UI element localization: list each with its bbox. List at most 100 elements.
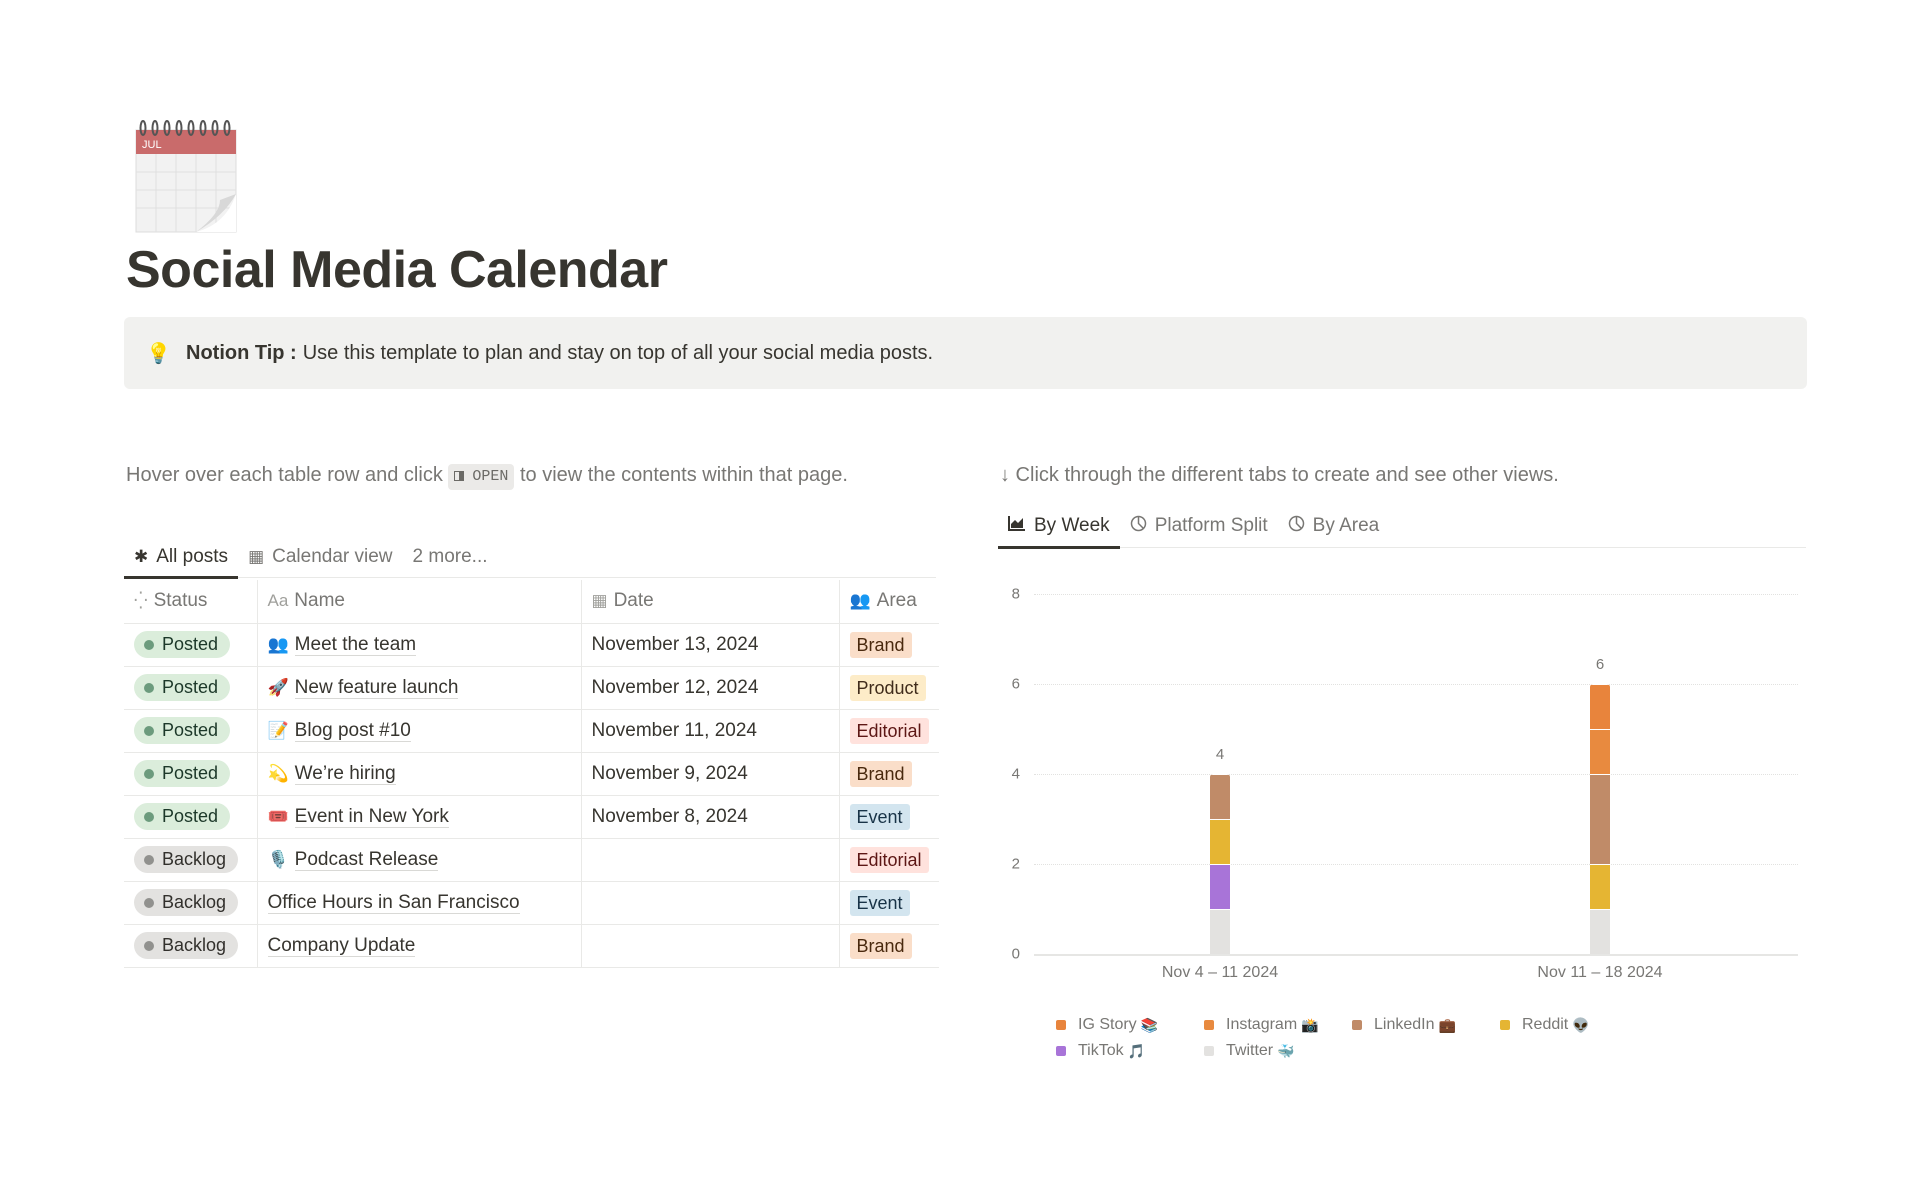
bar-segment[interactable] bbox=[1590, 864, 1610, 909]
stacked-bar-chart: 0 2 4 6 8 4 Nov 4 – 11 2024 6 Nov 11 – 18 2024 bbox=[998, 570, 1808, 990]
tab-platform-split[interactable]: Platform Split bbox=[1120, 504, 1278, 548]
notion-tip-callout: 💡 Notion Tip : Use this template to plan… bbox=[124, 317, 1807, 389]
tab-label: All posts bbox=[156, 545, 229, 567]
date-cell[interactable]: November 11, 2024 bbox=[580, 709, 839, 753]
bar-segment[interactable] bbox=[1210, 909, 1230, 954]
name-cell[interactable]: 📝 Blog post #10 bbox=[256, 709, 581, 753]
status-cell[interactable]: Posted bbox=[124, 752, 257, 796]
table-row[interactable]: Posted 💫 We’re hiring November 9, 2024 Brand bbox=[124, 752, 939, 796]
page-link[interactable]: Company Update bbox=[267, 934, 416, 957]
bar-segment[interactable] bbox=[1590, 909, 1610, 954]
tab-label: Platform Split bbox=[1154, 514, 1268, 536]
status-cell[interactable]: Posted bbox=[124, 709, 257, 753]
page-link[interactable]: New feature launch bbox=[294, 676, 459, 699]
date-cell[interactable]: November 8, 2024 bbox=[580, 795, 839, 839]
status-cell[interactable]: Backlog bbox=[124, 881, 257, 925]
name-cell[interactable]: 👥 Meet the team bbox=[256, 623, 581, 667]
date-cell[interactable]: November 13, 2024 bbox=[580, 623, 839, 667]
table-row[interactable]: Posted 👥 Meet the team November 13, 2024 Bra… bbox=[124, 623, 939, 667]
column-header-name[interactable]: Aa Name bbox=[256, 580, 581, 624]
status-cell[interactable]: Posted bbox=[124, 795, 257, 839]
name-cell[interactable]: 🎟️ Event in New York bbox=[256, 795, 581, 839]
legend-item[interactable]: Reddit 👽 bbox=[1500, 1014, 1648, 1036]
table-row[interactable]: Backlog Company Update Brand bbox=[124, 924, 939, 968]
bar-segment[interactable] bbox=[1210, 864, 1230, 909]
legend-item[interactable]: Twitter 🐳 bbox=[1204, 1040, 1352, 1062]
bar-segment[interactable] bbox=[1590, 729, 1610, 774]
date-cell[interactable]: November 9, 2024 bbox=[580, 752, 839, 796]
legend-item[interactable]: TikTok 🎵 bbox=[1056, 1040, 1204, 1062]
legend-swatch bbox=[1056, 1020, 1066, 1030]
status-label: Backlog bbox=[162, 892, 227, 912]
stacked-bar[interactable] bbox=[1210, 774, 1230, 954]
legend-item[interactable]: IG Story 📚 bbox=[1056, 1014, 1204, 1036]
area-cell[interactable]: Brand bbox=[838, 623, 939, 667]
posts-table: ⁛ Status Aa Name ▦ Date 👥 Area Posted 👥 Meet t… bbox=[124, 580, 939, 968]
page-link[interactable]: Meet the team bbox=[294, 633, 417, 656]
platform-emoji-icon: 👽 bbox=[1572, 1016, 1590, 1033]
asterisk-icon: ✱ bbox=[134, 546, 149, 566]
area-cell[interactable]: Editorial bbox=[838, 838, 939, 882]
tab-by-week[interactable]: By Week bbox=[998, 504, 1120, 549]
area-tag: Brand bbox=[849, 631, 912, 658]
date-cell[interactable]: November 12, 2024 bbox=[580, 666, 839, 710]
platform-emoji-icon: 🐳 bbox=[1277, 1042, 1295, 1059]
area-cell[interactable]: Brand bbox=[838, 752, 939, 796]
callout-text: Use this template to plan and stay on to… bbox=[302, 341, 934, 364]
legend-swatch bbox=[1500, 1020, 1510, 1030]
area-cell[interactable]: Event bbox=[838, 795, 939, 839]
status-cell[interactable]: Backlog bbox=[124, 838, 257, 882]
bar-segment[interactable] bbox=[1590, 774, 1610, 864]
date-cell[interactable] bbox=[580, 881, 839, 925]
pie-chart-icon bbox=[1130, 515, 1147, 537]
hint-text-after: to view the contents within that page. bbox=[519, 464, 848, 486]
status-cell[interactable]: Backlog bbox=[124, 924, 257, 968]
more-views-button[interactable]: 2 more... bbox=[403, 536, 498, 578]
bar-segment[interactable] bbox=[1210, 819, 1230, 864]
legend-item[interactable]: Instagram 📸 bbox=[1204, 1014, 1352, 1036]
tab-all-posts[interactable]: ✱ All posts bbox=[124, 536, 239, 579]
date-cell[interactable] bbox=[580, 924, 839, 968]
area-cell[interactable]: Editorial bbox=[838, 709, 939, 753]
page-link[interactable]: Office Hours in San Francisco bbox=[267, 891, 520, 914]
legend-item[interactable]: LinkedIn 💼 bbox=[1352, 1014, 1500, 1036]
column-header-area[interactable]: 👥 Area bbox=[838, 580, 939, 624]
bar-segment[interactable] bbox=[1210, 774, 1230, 819]
table-row[interactable]: Posted 📝 Blog post #10 November 11, 2024 Edi… bbox=[124, 709, 939, 753]
name-cell[interactable]: 💫 We’re hiring bbox=[256, 752, 581, 796]
page-link[interactable]: Event in New York bbox=[294, 805, 449, 828]
date-cell[interactable] bbox=[580, 838, 839, 882]
area-cell[interactable]: Product bbox=[838, 666, 939, 710]
area-cell[interactable]: Event bbox=[838, 881, 939, 925]
y-axis-tick: 4 bbox=[1011, 765, 1020, 783]
calendar-icon[interactable]: JUL bbox=[134, 116, 238, 234]
name-cell[interactable]: 🚀 New feature launch bbox=[256, 666, 581, 710]
page-link[interactable]: We’re hiring bbox=[294, 762, 396, 785]
page-link[interactable]: Blog post #10 bbox=[294, 719, 411, 742]
stacked-bar[interactable] bbox=[1590, 684, 1610, 954]
page-link[interactable]: Podcast Release bbox=[294, 848, 439, 871]
open-chip-label: OPEN bbox=[472, 468, 509, 485]
name-cell[interactable]: 🎙️ Podcast Release bbox=[256, 838, 581, 882]
tab-by-area[interactable]: By Area bbox=[1278, 504, 1390, 548]
status-label: Posted bbox=[162, 806, 219, 826]
column-header-date[interactable]: ▦ Date bbox=[580, 580, 839, 624]
gridline bbox=[1034, 864, 1798, 865]
status-cell[interactable]: Posted bbox=[124, 623, 257, 667]
table-row[interactable]: Backlog Office Hours in San Francisco Even… bbox=[124, 881, 939, 925]
table-row[interactable]: Posted 🚀 New feature launch November 12, 20… bbox=[124, 666, 939, 710]
name-cell[interactable]: Office Hours in San Francisco bbox=[256, 881, 581, 925]
text-icon: Aa bbox=[267, 591, 289, 611]
status-icon: ⁛ bbox=[134, 591, 148, 611]
bar-segment[interactable] bbox=[1590, 684, 1610, 729]
legend-swatch bbox=[1204, 1046, 1214, 1056]
page-title: Social Media Calendar bbox=[126, 241, 668, 299]
area-tag: Event bbox=[849, 889, 910, 916]
tab-calendar-view[interactable]: ▦ Calendar view bbox=[238, 536, 402, 578]
area-cell[interactable]: Brand bbox=[838, 924, 939, 968]
name-cell[interactable]: Company Update bbox=[256, 924, 581, 968]
table-row[interactable]: Posted 🎟️ Event in New York November 8, 202… bbox=[124, 795, 939, 839]
column-header-status[interactable]: ⁛ Status bbox=[124, 580, 257, 624]
status-cell[interactable]: Posted bbox=[124, 666, 257, 710]
table-row[interactable]: Backlog 🎙️ Podcast Release Editorial bbox=[124, 838, 939, 882]
